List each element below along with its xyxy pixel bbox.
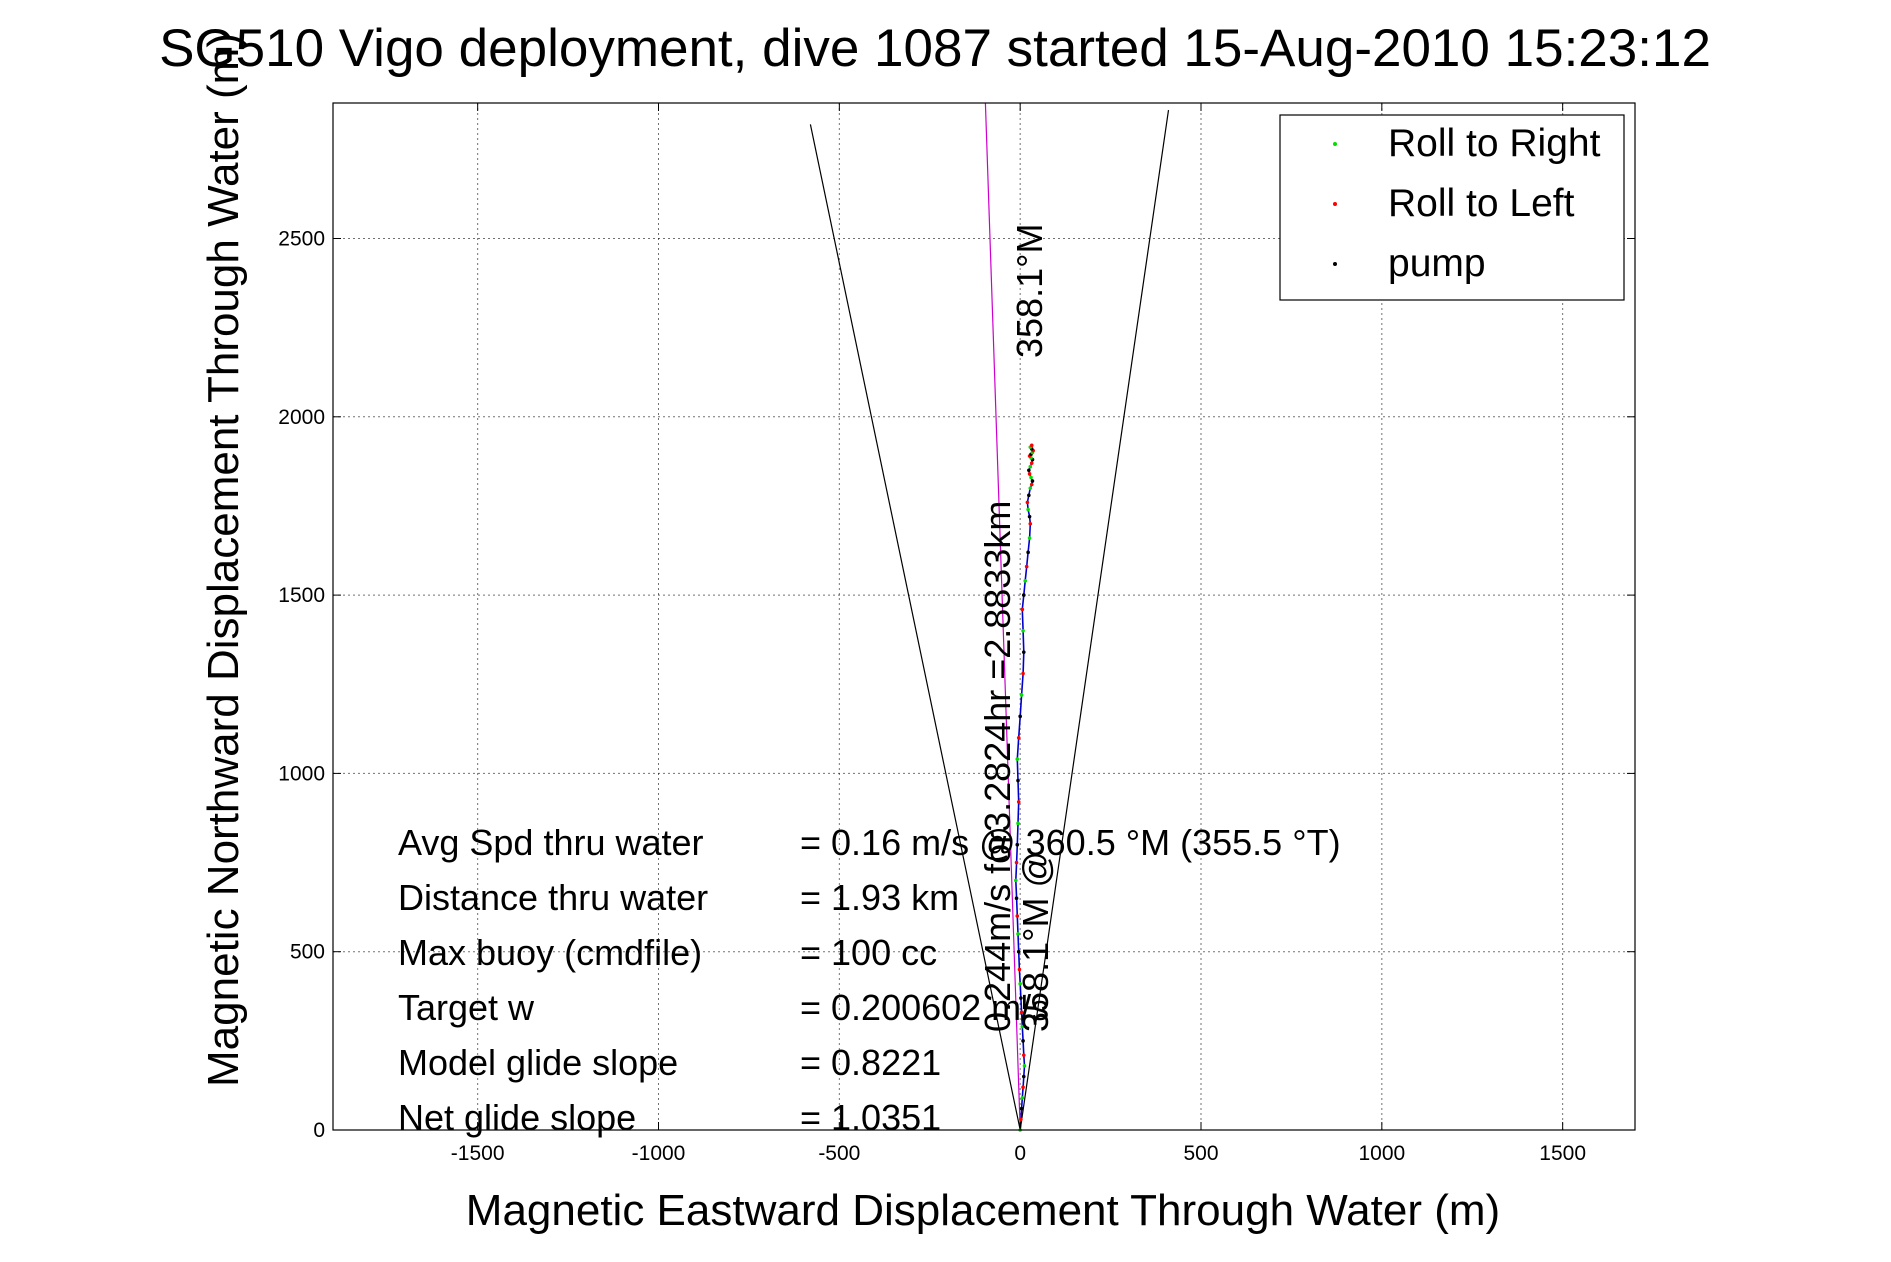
track-point — [1019, 996, 1023, 1000]
data-points — [1014, 443, 1035, 1132]
track-point — [1021, 1074, 1026, 1079]
stat-label: Avg Spd thru water — [398, 822, 704, 863]
track-point — [1021, 628, 1025, 633]
track-point — [1017, 967, 1022, 972]
track-point — [1027, 514, 1032, 519]
track-point — [1021, 1053, 1026, 1057]
legend-marker — [1333, 202, 1337, 206]
stat-label: Net glide slope — [398, 1097, 636, 1138]
legend-label: Roll to Right — [1388, 122, 1601, 165]
heading-mid-annotation: 358.1°M @ — [1015, 851, 1056, 1032]
track-point — [1027, 493, 1031, 498]
track-point — [1029, 461, 1034, 465]
x-tick-label: -1500 — [451, 1142, 505, 1165]
stat-label: Distance thru water — [398, 877, 708, 918]
track-point — [1015, 914, 1020, 918]
track-point — [1028, 486, 1033, 490]
x-tick-label: 1500 — [1539, 1142, 1586, 1165]
stat-value: = 0.200602 m/s — [800, 987, 1049, 1028]
track-point — [1019, 1117, 1023, 1122]
x-tick-label: 1000 — [1358, 1142, 1405, 1165]
track-point — [1019, 1106, 1024, 1111]
track-point — [1021, 1039, 1025, 1043]
legend-marker — [1333, 262, 1337, 266]
track-point — [1014, 878, 1018, 883]
series-cone-right — [1019, 110, 1170, 1131]
stat-value: = 0.16 m/s @ 360.5 °M (355.5 °T) — [800, 822, 1341, 863]
track-point — [1028, 521, 1033, 526]
track-point — [1018, 714, 1022, 719]
plot-frame — [332, 102, 1636, 1131]
track-point — [1029, 443, 1034, 448]
track-point — [1019, 1010, 1024, 1015]
track-point — [1016, 932, 1020, 936]
y-tick-label: 2500 — [278, 228, 325, 251]
stat-label: Max buoy (cmdfile) — [398, 932, 702, 973]
y-axis-ticks: 0 500 1000 1500 2000 2500 — [278, 228, 1635, 1142]
track-point — [1016, 778, 1020, 783]
x-axis-ticks: -1500 -1000 -500 0 500 1000 1500 — [451, 103, 1586, 1165]
y-tick-label: 1500 — [278, 584, 325, 607]
track-point — [1016, 949, 1021, 954]
track-point — [1015, 757, 1020, 761]
series-cone-left — [809, 124, 1021, 1131]
track-point — [1015, 842, 1020, 847]
track-point — [1016, 800, 1021, 804]
series-heading-line — [984, 102, 1021, 1131]
track-point — [1027, 536, 1032, 540]
chart-title: SG510 Vigo deployment, dive 1087 started… — [159, 19, 1711, 78]
track-point — [1014, 860, 1019, 865]
legend: Roll to Right Roll to Left pump — [1279, 114, 1625, 301]
track-point — [1026, 507, 1030, 512]
track-point — [1029, 482, 1034, 487]
y-tick-label: 500 — [290, 941, 325, 964]
track-point — [1027, 472, 1032, 476]
stat-value: = 1.93 km — [800, 877, 959, 918]
track-point — [1020, 607, 1025, 612]
y-axis-label: Magnetic Northward Displacement Through … — [199, 33, 248, 1087]
track-point — [1020, 1096, 1025, 1100]
y-tick-label: 2000 — [278, 406, 325, 429]
track-point — [1019, 693, 1024, 697]
track-point — [1021, 650, 1026, 654]
y-tick-label: 0 — [313, 1119, 325, 1142]
legend-label: pump — [1388, 242, 1486, 285]
x-tick-label: 500 — [1183, 1142, 1218, 1165]
track-point — [1024, 564, 1029, 569]
legend-marker — [1333, 142, 1337, 146]
track-point — [1026, 550, 1030, 555]
track-point — [1028, 464, 1033, 469]
heading-top-annotation: 358.1°M — [1009, 224, 1050, 358]
stat-value: = 100 cc — [800, 932, 937, 973]
x-tick-label: -500 — [818, 1142, 860, 1165]
x-tick-label: 0 — [1014, 1142, 1026, 1165]
track-point — [1014, 896, 1019, 901]
track-point — [1029, 475, 1033, 480]
stat-value: = 0.8221 — [800, 1042, 941, 1083]
track-point — [1016, 821, 1020, 826]
stat-label: Model glide slope — [398, 1042, 678, 1083]
stats-block: Avg Spd thru water = 0.16 m/s @ 360.5 °M … — [398, 822, 1341, 1138]
x-axis-label: Magnetic Eastward Displacement Through W… — [466, 1186, 1500, 1235]
track-point — [1022, 1064, 1027, 1068]
track-point — [1021, 1085, 1025, 1090]
track-point — [1023, 579, 1028, 583]
rotated-info-annotation: 0.244m/s for3.2824hr =2.8833km — [977, 501, 1018, 1032]
x-tick-label: -1000 — [632, 1142, 686, 1165]
track-point — [1020, 1024, 1025, 1029]
track-point — [1016, 735, 1021, 740]
track-point — [1030, 479, 1035, 483]
track-point — [1021, 671, 1025, 676]
track-point — [1018, 981, 1022, 986]
legend-box — [1279, 114, 1625, 301]
legend-label: Roll to Left — [1388, 182, 1575, 225]
stat-label: Target w — [398, 987, 535, 1028]
track-point — [1025, 500, 1030, 505]
track-point — [1021, 593, 1026, 597]
track-point — [1027, 468, 1031, 473]
stat-value: = 1.0351 — [800, 1097, 941, 1138]
y-tick-label: 1000 — [278, 762, 325, 785]
